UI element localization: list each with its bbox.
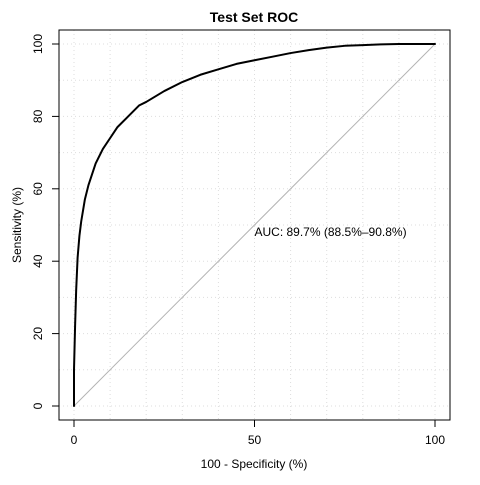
y-tick-label: 60 [31, 182, 45, 196]
x-axis-label: 100 - Specificity (%) [201, 457, 308, 471]
y-tick-label: 100 [31, 34, 45, 54]
plot-frame [58, 29, 451, 421]
curve-layer [73, 43, 436, 407]
annotation-layer: AUC: 89.7% (88.5%–90.8%) [255, 225, 407, 239]
reference-diagonal-line [73, 43, 436, 407]
x-tick-label: 100 [425, 433, 445, 447]
auc-annotation: AUC: 89.7% (88.5%–90.8%) [255, 225, 407, 239]
y-axis-label: Sensitivity (%) [10, 187, 24, 263]
x-tick-label: 0 [71, 433, 78, 447]
axis-layer: 0 50 100 0 20 40 60 80 100 [31, 34, 445, 447]
grid-layer [59, 30, 450, 420]
roc-curve-line [73, 43, 436, 407]
chart-title: Test Set ROC [210, 9, 298, 25]
x-tick-label: 50 [248, 433, 262, 447]
y-tick-label: 0 [31, 402, 45, 409]
y-tick-label: 20 [31, 327, 45, 341]
y-tick-label: 80 [31, 109, 45, 123]
y-tick-label: 40 [31, 254, 45, 268]
reference-line-layer [73, 43, 436, 407]
